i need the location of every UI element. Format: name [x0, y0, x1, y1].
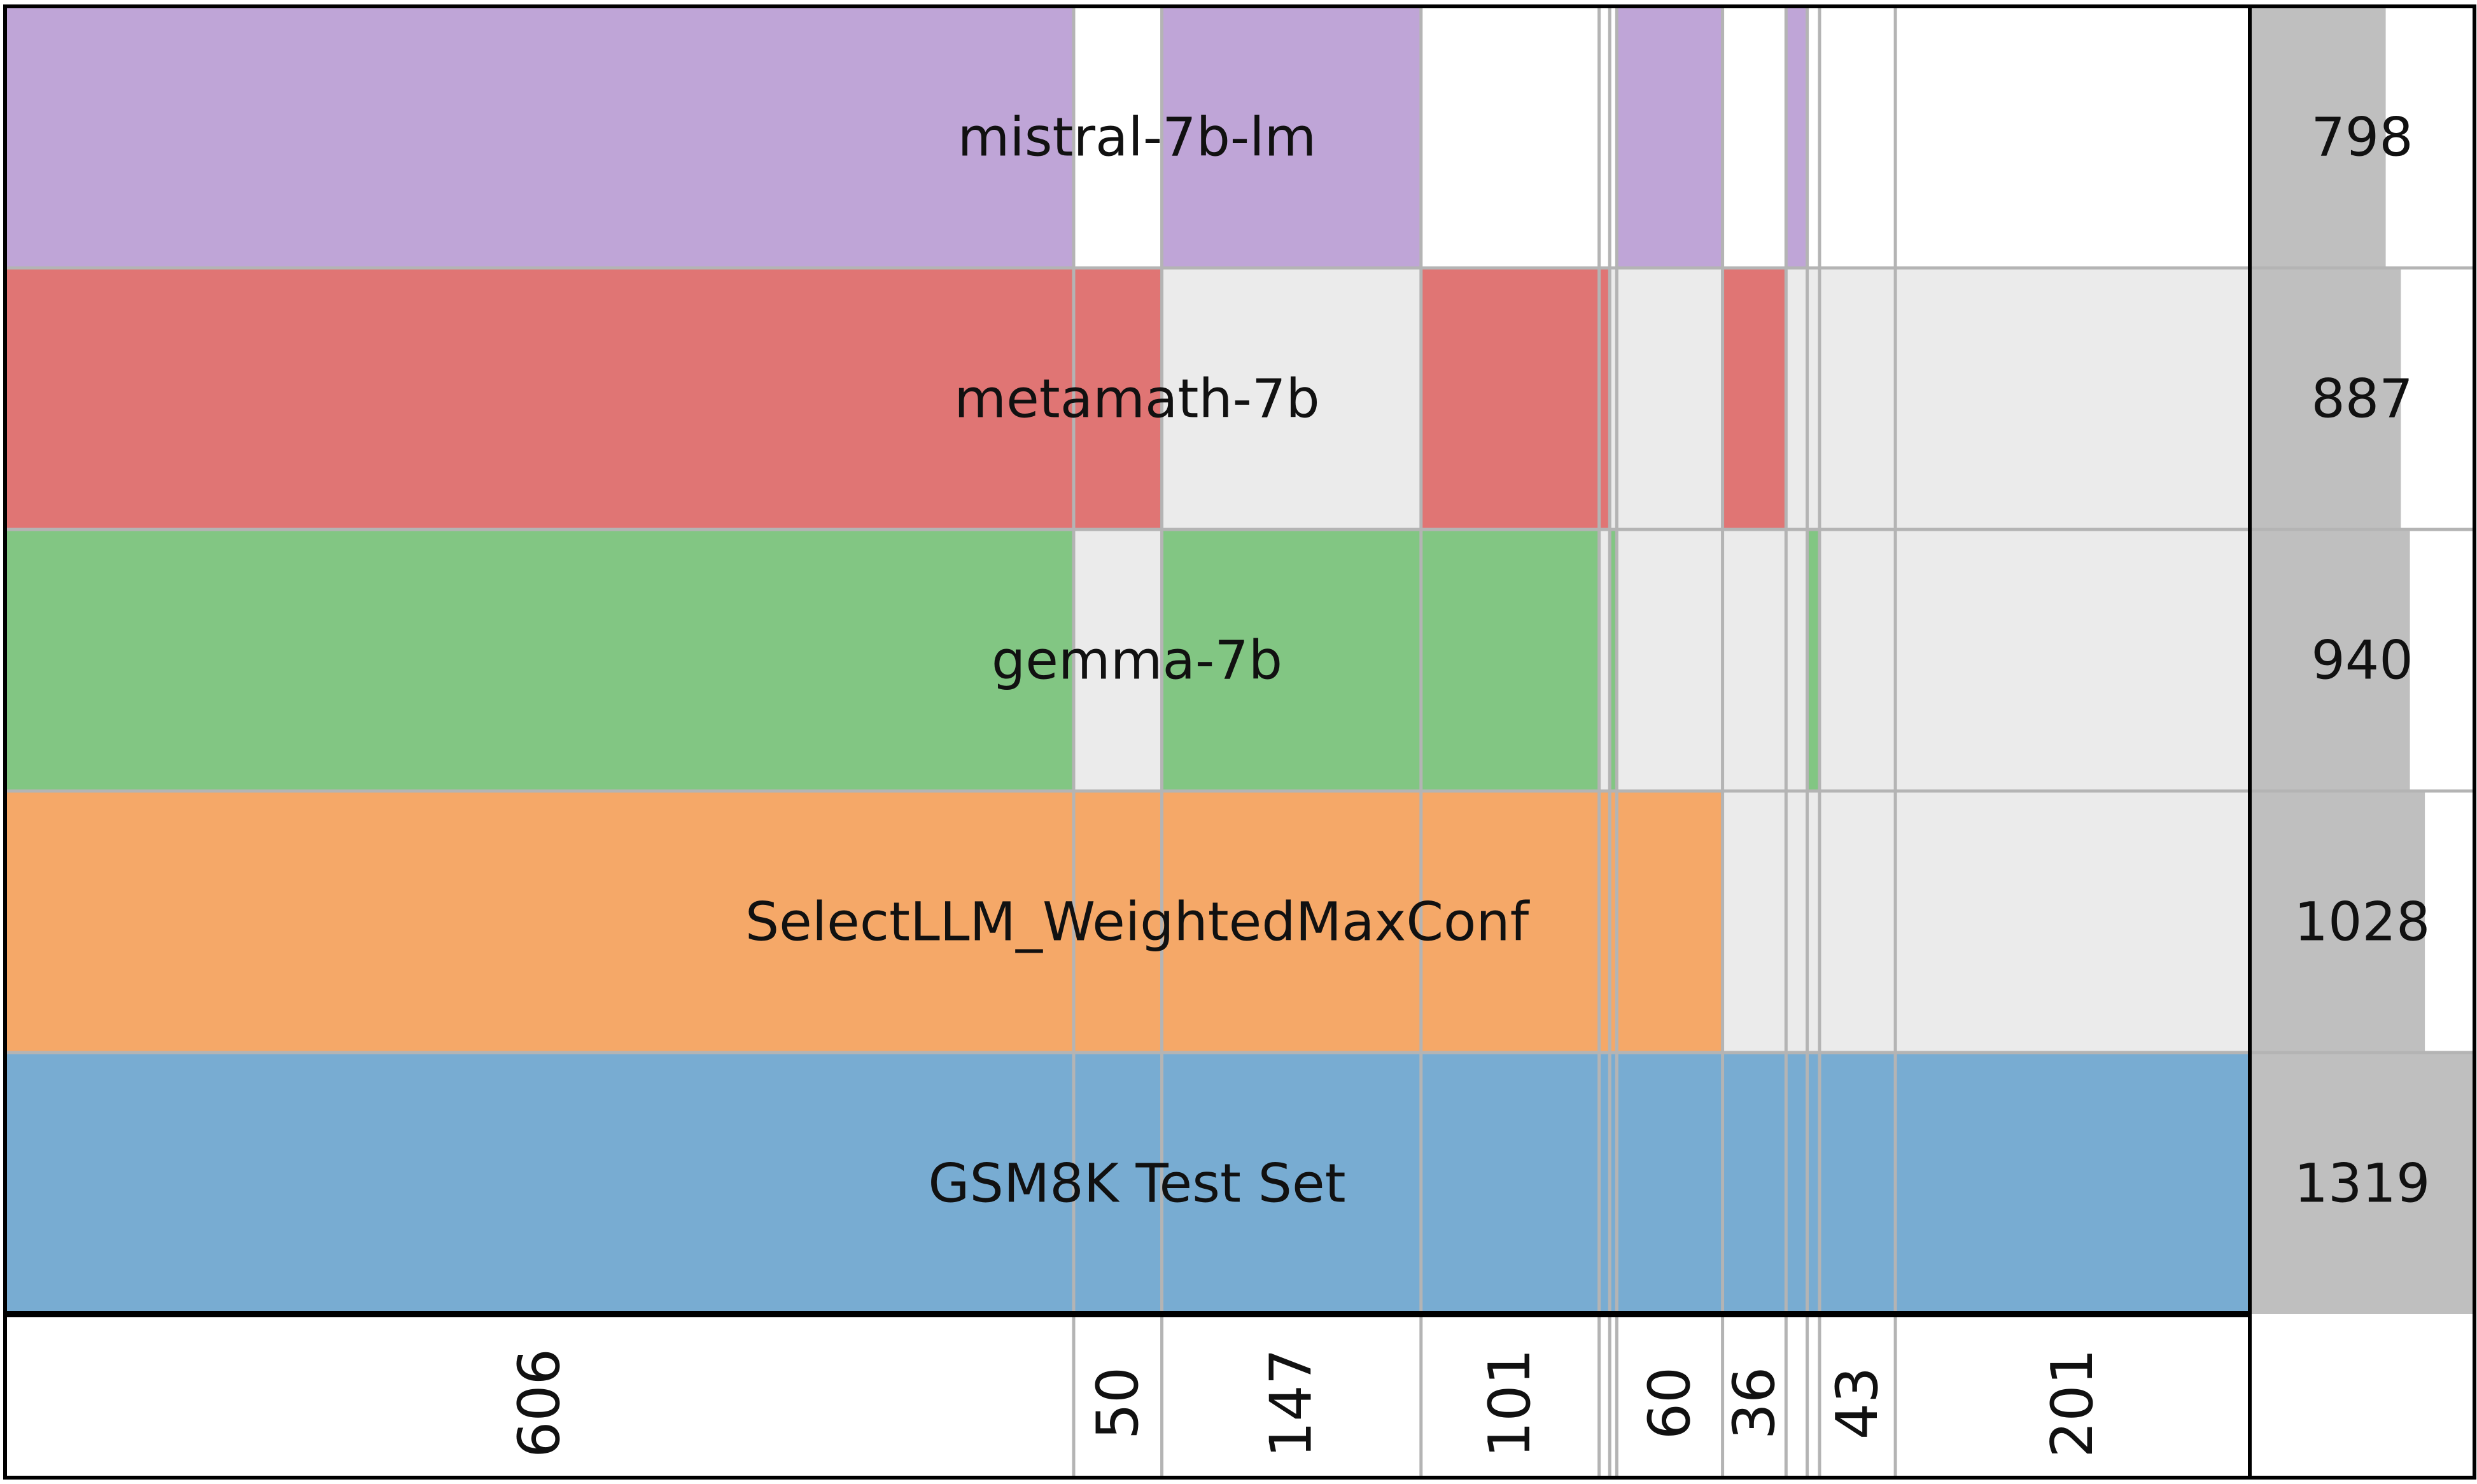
cell-3-11 [1819, 529, 1896, 791]
row-label: mistral-7b-lm [958, 106, 1317, 169]
cell-1-4 [1421, 6, 1599, 268]
cell-1-2 [1073, 6, 1162, 268]
cell-1-7 [1617, 6, 1723, 268]
column-count-label: 50 [1084, 1367, 1151, 1440]
cell-4-4 [1421, 791, 1599, 1053]
membership-cells [5, 6, 2250, 1314]
cell-2-10 [1807, 268, 1820, 529]
cell-1-11 [1819, 6, 1896, 268]
cell-4-6 [1610, 791, 1617, 1053]
cell-5-7 [1617, 1053, 1723, 1314]
cell-2-11 [1819, 268, 1896, 529]
cell-1-1 [5, 6, 1074, 268]
row-label: gemma-7b [992, 629, 1282, 692]
cell-2-3 [1161, 268, 1421, 529]
cell-4-8 [1722, 791, 1786, 1053]
total-bar-1 [2250, 6, 2386, 268]
cell-2-9 [1786, 268, 1807, 529]
row-label: SelectLLM_WeightedMaxConf [745, 891, 1531, 953]
cell-1-6 [1610, 6, 1617, 268]
row-label: metamath-7b [954, 368, 1319, 430]
cell-1-10 [1807, 6, 1820, 268]
cell-4-1 [5, 791, 1074, 1053]
column-count-label: 147 [1258, 1348, 1325, 1458]
cell-5-5 [1599, 1053, 1610, 1314]
cell-1-9 [1786, 6, 1807, 268]
cell-5-3 [1161, 1053, 1421, 1314]
cell-2-8 [1722, 268, 1786, 529]
cell-4-11 [1819, 791, 1896, 1053]
cell-5-8 [1722, 1053, 1786, 1314]
row-total-labels: 798 887 940 1028 1319 [2294, 106, 2431, 1215]
cell-1-5 [1599, 6, 1610, 268]
total-bar-4 [2250, 791, 2425, 1053]
row-total-label: 1319 [2294, 1152, 2431, 1215]
row-total-label: 940 [2311, 629, 2413, 692]
row-labels: mistral-7b-lm metamath-7b gemma-7b SelectLL… [745, 106, 1531, 1215]
row-total-label: 1028 [2294, 891, 2431, 953]
total-bar-2 [2250, 268, 2401, 529]
row-total-label: 887 [2311, 368, 2413, 430]
cell-4-12 [1895, 791, 2250, 1053]
cell-4-3 [1161, 791, 1421, 1053]
cell-3-2 [1073, 529, 1162, 791]
cell-4-5 [1599, 791, 1610, 1053]
cell-3-12 [1895, 529, 2250, 791]
cell-3-9 [1786, 529, 1807, 791]
cell-5-11 [1819, 1053, 1896, 1314]
row-total-label: 798 [2311, 106, 2413, 169]
column-count-label: 101 [1477, 1348, 1543, 1458]
cell-3-7 [1617, 529, 1723, 791]
column-count-label: 43 [1824, 1367, 1891, 1440]
cell-2-5 [1599, 268, 1610, 529]
cell-1-3 [1161, 6, 1421, 268]
row-total-bars [2250, 6, 2474, 1314]
column-count-label: 201 [2039, 1348, 2106, 1458]
outer-border [3, 4, 2476, 1480]
total-bar-5 [2250, 1053, 2474, 1314]
cell-2-1 [5, 268, 1074, 529]
cell-5-12 [1895, 1053, 2250, 1314]
cell-4-10 [1807, 791, 1820, 1053]
cell-5-4 [1421, 1053, 1599, 1314]
cell-3-1 [5, 529, 1074, 791]
cell-5-10 [1807, 1053, 1820, 1314]
row-label: GSM8K Test Set [928, 1152, 1345, 1215]
cell-2-4 [1421, 268, 1599, 529]
cell-2-2 [1073, 268, 1162, 529]
cell-4-2 [1073, 791, 1162, 1053]
column-count-label: 606 [506, 1348, 573, 1458]
cell-5-9 [1786, 1053, 1807, 1314]
column-count-label: 36 [1721, 1367, 1788, 1440]
cell-3-5 [1599, 529, 1610, 791]
cell-2-6 [1610, 268, 1617, 529]
cell-5-2 [1073, 1053, 1162, 1314]
cell-3-10 [1807, 529, 1820, 791]
column-count-label: 60 [1636, 1367, 1703, 1440]
cell-3-6 [1610, 529, 1617, 791]
chart-frame [3, 4, 2476, 1480]
cell-5-6 [1610, 1053, 1617, 1314]
grid-lines [5, 6, 2474, 1478]
cell-2-12 [1895, 268, 2250, 529]
cell-3-4 [1421, 529, 1599, 791]
cell-5-1 [5, 1053, 1074, 1314]
column-count-labels: 606 50 147 101 60 36 43 201 [506, 1348, 2106, 1458]
cell-1-8 [1722, 6, 1786, 268]
cell-4-7 [1617, 791, 1723, 1053]
cell-4-9 [1786, 791, 1807, 1053]
cell-3-3 [1161, 529, 1421, 791]
cell-3-8 [1722, 529, 1786, 791]
cell-2-7 [1617, 268, 1723, 529]
cell-1-12 [1895, 6, 2250, 268]
total-bar-3 [2250, 529, 2410, 791]
